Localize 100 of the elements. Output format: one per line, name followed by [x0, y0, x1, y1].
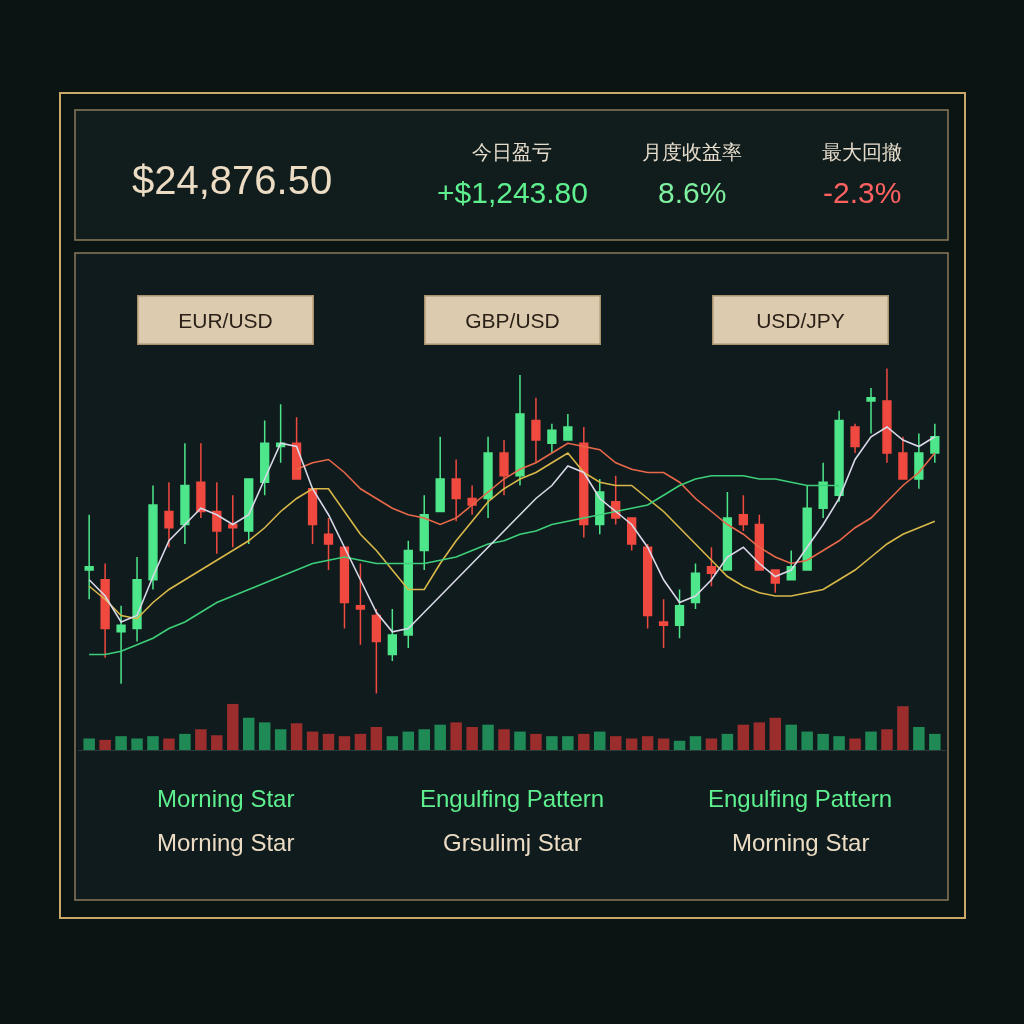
candlestick: [260, 419, 270, 496]
candlestick: [435, 436, 445, 513]
bar: [338, 736, 351, 750]
bar: [785, 724, 797, 750]
bar: [594, 731, 606, 750]
bar: [354, 733, 367, 750]
bar: [498, 729, 510, 750]
bar: [434, 724, 446, 750]
text: GBP/USD: [465, 308, 560, 332]
candlestick: [84, 514, 94, 600]
bar: [625, 738, 638, 750]
bar: [83, 738, 95, 750]
candlestick: [547, 423, 557, 454]
candlestick: [882, 367, 892, 464]
candlestick: [722, 491, 733, 571]
candlestick: [499, 439, 509, 496]
candlestick: [914, 432, 924, 490]
candlestick: [531, 397, 541, 464]
bar: [865, 731, 877, 750]
candlestick: [483, 436, 493, 519]
candlestick: [403, 540, 413, 649]
bar: [721, 733, 734, 750]
bar: [849, 738, 861, 750]
bar: [274, 729, 287, 750]
bar: [881, 729, 893, 750]
bar: [801, 731, 813, 750]
candlestick: [355, 562, 366, 646]
bar: [753, 722, 766, 750]
candlestick: [834, 410, 844, 503]
bar: [163, 738, 175, 750]
bar: [641, 736, 654, 750]
candlestick: [658, 598, 669, 649]
candlestick: [228, 494, 238, 548]
text: +$1,243.80: [437, 176, 588, 209]
bar: [689, 736, 702, 750]
text: 今日盈亏: [472, 141, 552, 163]
text: Grsulimj Star: [443, 829, 582, 856]
text: 最大回撤: [822, 141, 902, 163]
bar: [258, 722, 271, 750]
bar: [833, 736, 845, 750]
bar: [514, 731, 526, 750]
bar: [737, 724, 750, 750]
candlestick: [579, 426, 589, 539]
bar: [242, 717, 255, 750]
candlestick: [212, 481, 222, 555]
candlestick: [100, 562, 110, 659]
bar: [179, 733, 191, 750]
candlestick: [642, 543, 653, 630]
candlestick: [930, 423, 940, 464]
candlestick: [451, 458, 461, 522]
candlestick: [850, 423, 860, 454]
text: Morning Star: [157, 829, 295, 856]
candlestick: [563, 413, 573, 441]
candlestick: [419, 494, 429, 571]
candlestick: [515, 374, 525, 487]
bar: [609, 736, 622, 750]
text: EUR/USD: [178, 308, 273, 332]
text: Engulfing Pattern: [708, 785, 893, 812]
bar: [211, 735, 223, 750]
bar: [386, 736, 399, 750]
bar: [290, 723, 303, 750]
candlestick: [674, 588, 685, 639]
bar: [769, 717, 782, 750]
text: USD/JPY: [756, 308, 845, 332]
bar: [450, 722, 462, 750]
bar: [482, 724, 494, 750]
candlestick: [244, 478, 254, 545]
bar: [897, 706, 909, 750]
candlestick: [132, 556, 142, 643]
candlestick: [786, 549, 796, 581]
candlestick: [866, 387, 876, 435]
text: Morning Star: [157, 785, 295, 812]
bar: [115, 736, 127, 750]
bar: [227, 703, 239, 750]
bar: [147, 736, 159, 750]
bar: [578, 733, 590, 750]
text: -2.3%: [823, 176, 902, 209]
candlestick: [196, 442, 206, 519]
bar: [418, 729, 430, 750]
bar: [817, 733, 829, 750]
candlestick: [467, 484, 477, 516]
bar: [195, 729, 207, 750]
bar: [546, 736, 558, 750]
candlestick: [164, 481, 174, 548]
candlestick: [148, 484, 158, 591]
bar: [530, 733, 542, 750]
text: $24,876.50: [132, 158, 333, 202]
candlestick: [818, 462, 828, 519]
candlestick: [339, 546, 350, 630]
candlestick: [387, 608, 397, 662]
bar: [322, 733, 335, 750]
text: 8.6%: [658, 176, 727, 209]
bar: [562, 736, 574, 750]
candlestick: [802, 484, 812, 571]
bar: [370, 726, 383, 750]
candlestick: [180, 442, 190, 545]
bar: [705, 738, 718, 750]
bar: [466, 726, 478, 750]
text: 月度收益率: [642, 141, 742, 163]
text: Morning Star: [732, 829, 870, 856]
